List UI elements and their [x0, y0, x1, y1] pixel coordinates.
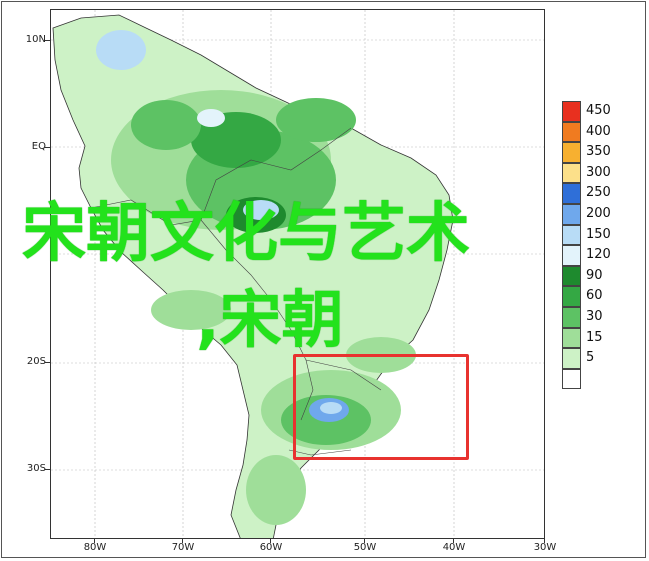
lat-label-20s: 20S	[26, 356, 46, 367]
lon-tick	[94, 538, 95, 543]
legend-label: 150	[586, 226, 611, 242]
legend-label: 15	[586, 329, 603, 345]
legend-swatch	[562, 306, 581, 328]
map-panel	[50, 9, 545, 539]
legend-label: 250	[586, 185, 611, 201]
legend-swatch	[562, 348, 581, 369]
lon-tick	[453, 538, 454, 543]
legend-label: 120	[586, 247, 611, 263]
legend-label: 30	[586, 308, 603, 324]
legend-swatch	[562, 203, 581, 225]
overlay-title: 宋朝文化与艺术	[22, 197, 470, 271]
legend-swatch	[562, 162, 581, 184]
lon-tick	[364, 538, 365, 543]
lon-tick	[182, 538, 183, 543]
lat-tick	[45, 469, 51, 470]
overlay-subtitle: ,宋朝	[196, 283, 344, 356]
legend-label: 90	[586, 267, 603, 283]
lon-tick	[544, 538, 545, 543]
lat-label-eq: EQ	[31, 141, 46, 152]
lon-label-50w: 50W	[353, 542, 377, 553]
legend-label: 60	[586, 288, 603, 304]
country-borders	[90, 127, 382, 456]
precipitation-map	[51, 10, 544, 538]
lat-tick	[45, 362, 51, 363]
highlight-box	[293, 354, 469, 460]
legend-label: 400	[586, 123, 611, 139]
legend-swatch	[562, 265, 581, 287]
legend-swatch	[562, 245, 581, 266]
legend-label: 200	[586, 205, 611, 221]
legend-swatch	[562, 224, 581, 246]
lon-tick	[270, 538, 271, 543]
lon-label-80w: 80W	[83, 542, 107, 553]
lat-tick	[45, 40, 51, 41]
lat-tick	[45, 147, 51, 148]
legend-label: 300	[586, 164, 611, 180]
legend-swatch	[562, 368, 581, 390]
lat-label-30s: 30S	[26, 463, 46, 474]
legend-label: 450	[586, 103, 611, 118]
lat-label-10n: 10N	[25, 34, 46, 45]
legend-label: 350	[586, 144, 611, 160]
legend-swatch	[562, 142, 581, 163]
lon-label-60w: 60W	[259, 542, 283, 553]
legend-swatch	[562, 183, 581, 204]
legend-swatch	[562, 327, 581, 349]
legend-label: 5	[586, 350, 595, 366]
lon-label-30w: 30W	[533, 542, 557, 553]
lon-label-70w: 70W	[171, 542, 195, 553]
lon-label-40w: 40W	[442, 542, 466, 553]
precip-contours	[96, 30, 416, 525]
legend-swatch	[562, 286, 581, 307]
legend-swatch	[562, 101, 581, 122]
legend-swatch	[562, 121, 581, 143]
